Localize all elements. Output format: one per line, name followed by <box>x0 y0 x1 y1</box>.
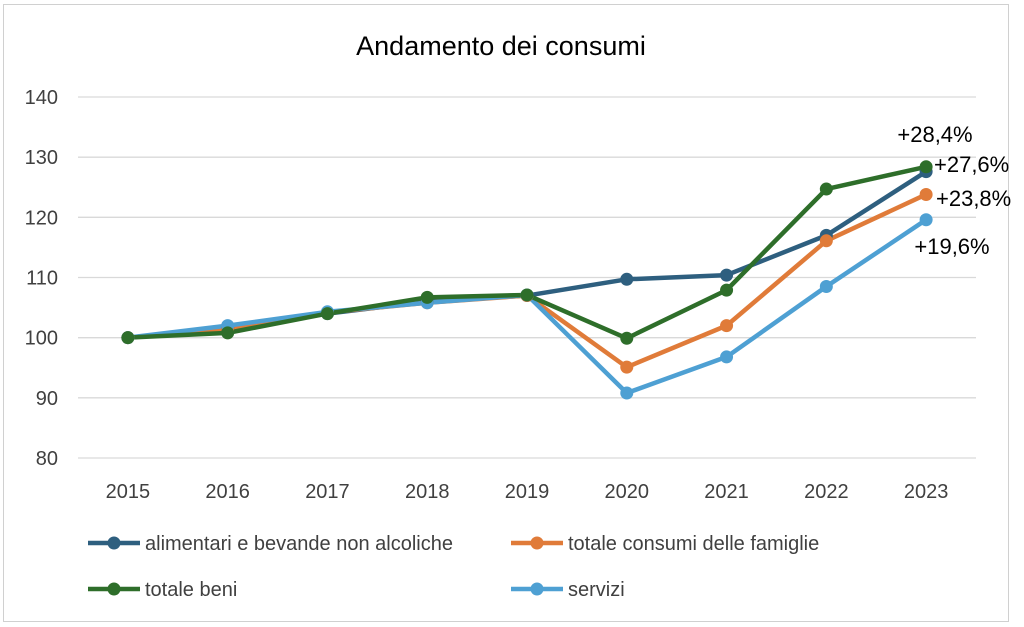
y-tick-label: 90 <box>36 388 58 410</box>
legend-marker <box>530 582 544 596</box>
gridlines <box>78 96 976 459</box>
data-point <box>320 307 334 321</box>
x-tick-label: 2021 <box>704 481 749 503</box>
y-tick-label: 140 <box>25 87 58 109</box>
data-label: +19,6% <box>914 234 989 259</box>
data-point <box>121 331 135 345</box>
data-point <box>620 331 634 345</box>
x-tick-label: 2017 <box>305 481 350 503</box>
legend-marker <box>107 582 121 596</box>
data-point <box>919 187 933 201</box>
data-point <box>221 326 235 340</box>
y-axis: 80 90 100 110 120 130 140 <box>25 87 58 470</box>
data-point <box>620 360 634 374</box>
data-point <box>919 213 933 227</box>
x-tick-label: 2016 <box>205 481 250 503</box>
y-tick-label: 110 <box>26 268 58 290</box>
y-tick-label: 80 <box>36 448 58 470</box>
series-line <box>127 169 928 340</box>
data-point <box>720 319 734 333</box>
data-point <box>520 288 534 302</box>
y-tick-label: 120 <box>25 207 58 229</box>
y-tick-label: 130 <box>25 147 58 169</box>
x-tick-label: 2023 <box>904 481 949 503</box>
x-tick-label: 2020 <box>605 481 650 503</box>
legend-label: totale beni <box>145 579 237 601</box>
data-label: +23,8% <box>936 186 1011 211</box>
data-point <box>819 234 833 248</box>
chart-frame <box>3 4 1009 622</box>
data-point <box>420 290 434 304</box>
data-point <box>620 272 634 286</box>
legend-marker <box>530 536 544 550</box>
legend: alimentari e bevande non alcoliche totale… <box>88 533 819 601</box>
x-axis: 2015 2016 2017 2018 2019 2020 2021 2022 2023 <box>106 481 949 503</box>
data-point <box>819 280 833 294</box>
data-point <box>720 350 734 364</box>
data-point <box>720 268 734 282</box>
y-tick-label: 100 <box>25 328 58 350</box>
data-label: +27,6% <box>934 152 1009 177</box>
legend-label: totale consumi delle famiglie <box>568 533 819 555</box>
legend-label: alimentari e bevande non alcoliche <box>145 533 453 555</box>
x-tick-label: 2015 <box>106 481 151 503</box>
data-point <box>720 283 734 297</box>
data-point <box>819 182 833 196</box>
series-line <box>127 164 927 341</box>
chart-title: Andamento dei consumi <box>356 31 646 61</box>
legend-marker <box>107 536 121 550</box>
x-tick-label: 2022 <box>804 481 849 503</box>
series-line <box>127 192 928 370</box>
data-point <box>919 160 933 174</box>
series-lines <box>127 164 928 396</box>
annotations: +28,4% +27,6% +23,8% +19,6% <box>897 122 1011 259</box>
x-tick-label: 2018 <box>405 481 450 503</box>
x-tick-label: 2019 <box>505 481 550 503</box>
legend-label: servizi <box>568 579 625 601</box>
data-point <box>620 386 634 400</box>
series-points <box>121 160 933 400</box>
data-label: +28,4% <box>897 122 972 147</box>
